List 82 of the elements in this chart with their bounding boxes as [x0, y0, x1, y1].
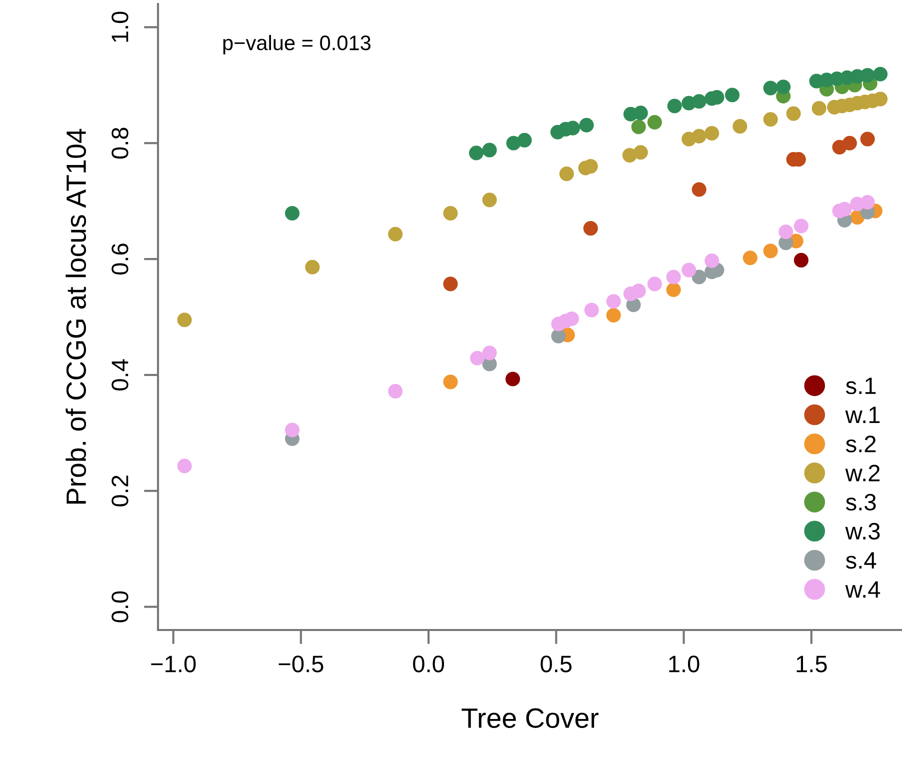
- legend-label: s.2: [846, 436, 876, 452]
- y-tick-label: 1.0: [112, 12, 128, 42]
- point: [692, 128, 706, 144]
- point: [584, 302, 599, 318]
- point: [666, 282, 681, 298]
- point: [606, 294, 621, 309]
- point: [742, 250, 758, 266]
- point: [606, 308, 621, 323]
- point: [633, 106, 648, 120]
- point: [551, 328, 566, 344]
- point: [812, 101, 826, 116]
- point: [482, 346, 497, 360]
- point: [631, 284, 646, 298]
- x-tick-label: 1.5: [796, 656, 827, 672]
- legend-label: w.3: [845, 522, 880, 540]
- point: [682, 262, 696, 278]
- y-tick-label: 0.4: [112, 359, 128, 390]
- point: [860, 132, 875, 146]
- point: [873, 92, 888, 106]
- point: [470, 350, 485, 366]
- legend-label: w.1: [845, 406, 880, 424]
- point: [177, 458, 192, 474]
- point: [631, 120, 646, 134]
- point: [692, 94, 706, 109]
- point: [284, 422, 300, 438]
- point: [794, 218, 808, 234]
- point: [177, 312, 192, 328]
- point: [692, 270, 706, 284]
- point: [517, 132, 532, 148]
- point: [763, 80, 778, 96]
- x-tick-label: 0.5: [540, 656, 572, 672]
- point: [305, 260, 320, 274]
- point: [860, 194, 875, 210]
- y-tick-label: 0.0: [112, 591, 128, 622]
- point: [794, 252, 808, 268]
- point: [443, 206, 458, 221]
- y-tick-label: 0.2: [112, 476, 128, 506]
- point: [647, 276, 662, 292]
- point: [564, 311, 580, 326]
- point: [692, 182, 706, 197]
- point: [704, 126, 720, 141]
- point: [559, 166, 574, 182]
- y-tick-label: 0.6: [112, 244, 128, 275]
- point: [443, 374, 458, 390]
- annotation: p−value = 0.013: [223, 34, 370, 54]
- point: [776, 80, 791, 94]
- legend-label: s.1: [846, 378, 876, 394]
- point: [583, 221, 598, 236]
- point: [666, 270, 681, 284]
- legend-label: s.4: [846, 552, 876, 569]
- y-tick-label: 0.8: [112, 128, 128, 159]
- legend-label: s.3: [846, 494, 876, 511]
- legend-label: w.2: [845, 464, 880, 482]
- point: [443, 276, 458, 292]
- point: [704, 253, 720, 268]
- point: [667, 98, 682, 114]
- x-tick-label: 0.0: [413, 656, 444, 672]
- point: [860, 68, 875, 83]
- point: [482, 192, 497, 208]
- point: [284, 206, 300, 221]
- x-tick-label: 1.0: [669, 656, 700, 672]
- y-axis-title: Prob. of CCGG at locus AT104: [66, 128, 86, 504]
- point: [842, 136, 857, 150]
- legend-label: w.4: [845, 581, 880, 598]
- point: [763, 244, 778, 258]
- point: [388, 226, 403, 242]
- point: [724, 88, 740, 102]
- point: [388, 384, 403, 398]
- point: [468, 146, 484, 160]
- x-axis-title: Tree Cover: [462, 708, 598, 728]
- point: [873, 66, 888, 82]
- x-tick-label: −1.0: [151, 656, 196, 672]
- point: [579, 118, 594, 132]
- point: [482, 142, 497, 158]
- point: [778, 224, 794, 240]
- point: [647, 114, 662, 130]
- point: [786, 106, 801, 121]
- x-tick-label: −0.5: [278, 656, 324, 672]
- point: [633, 145, 648, 160]
- point: [732, 119, 748, 134]
- point: [505, 372, 520, 386]
- point: [763, 112, 778, 127]
